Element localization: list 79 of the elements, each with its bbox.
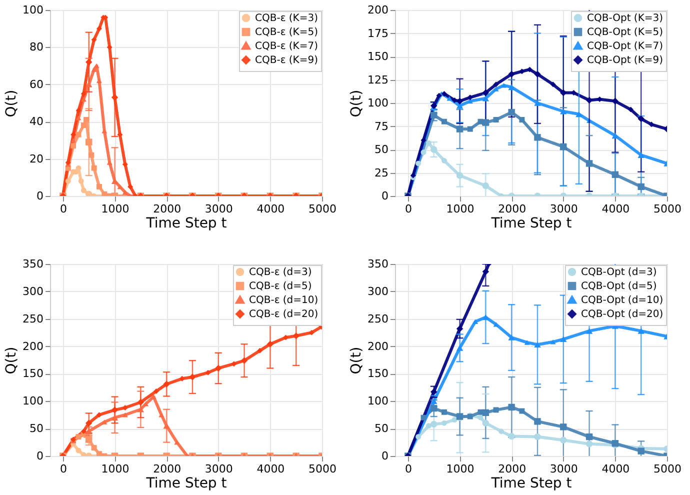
y-tick-label: 175 — [368, 26, 388, 40]
y-tick-label: 300 — [22, 284, 44, 298]
legend-label: CQB-ε (K=9) — [255, 55, 318, 66]
legend-label: CQB-Opt (K=7) — [587, 41, 664, 52]
y-tick-label: 125 — [368, 73, 388, 86]
y-tick-label: 200 — [22, 340, 44, 353]
x-tick-label: 3000 — [204, 202, 233, 216]
x-tick-label: 2000 — [153, 462, 182, 476]
legend-label: CQB-ε (d=20) — [249, 309, 318, 320]
x-axis-title: Time Step t — [145, 216, 228, 232]
x-tick-label: 4000 — [602, 462, 630, 476]
legend-label: CQB-ε (d=5) — [249, 281, 312, 292]
y-tick-label: 0 — [382, 190, 388, 202]
legend-label: CQB-Opt (d=5) — [581, 281, 657, 292]
y-tick-label: 25 — [374, 166, 388, 180]
legend-label: CQB-ε (d=10) — [249, 295, 318, 306]
y-tick-label: 75 — [374, 120, 388, 133]
y-tick-label: 0 — [382, 450, 388, 462]
x-tick-label: 3000 — [550, 202, 578, 216]
y-tick-label: 150 — [22, 367, 44, 380]
x-tick-label: 0 — [60, 202, 67, 216]
y-tick-label: 200 — [368, 4, 388, 16]
x-tick-label: 4000 — [602, 202, 630, 216]
y-tick-label: 100 — [22, 4, 44, 16]
y-tick-label: 250 — [368, 312, 388, 326]
y-tick-label: 50 — [374, 422, 388, 436]
x-tick-label: 5000 — [654, 202, 682, 216]
legend-label: CQB-Opt (d=20) — [581, 309, 664, 320]
x-tick-label: 1000 — [101, 202, 130, 216]
x-tick-label: 3000 — [204, 462, 233, 476]
legend-label: CQB-ε (K=3) — [255, 13, 318, 24]
y-tick-label: 50 — [30, 422, 44, 436]
x-tick-label: 1000 — [446, 202, 474, 216]
x-tick-label: 0 — [404, 202, 412, 216]
y-tick-label: 60 — [30, 78, 44, 91]
x-tick-label: 2000 — [498, 202, 526, 216]
legend-label: CQB-Opt (K=5) — [587, 27, 664, 38]
y-tick-label: 40 — [30, 115, 44, 128]
y-axis-title: Q(t) — [348, 346, 365, 374]
y-tick-label: 200 — [368, 340, 388, 353]
x-tick-label: 5000 — [654, 462, 682, 476]
y-tick-label: 100 — [22, 394, 44, 408]
y-tick-label: 300 — [368, 284, 388, 298]
y-tick-label: 100 — [368, 96, 388, 110]
x-axis-title: Time Step t — [490, 216, 572, 232]
x-tick-label: 0 — [60, 462, 67, 476]
y-tick-label: 80 — [30, 40, 44, 54]
x-tick-label: 2000 — [153, 202, 182, 216]
x-axis-title: Time Step t — [145, 476, 228, 492]
y-tick-label: 350 — [22, 258, 44, 270]
x-tick-label: 1000 — [101, 462, 130, 476]
y-axis-title: Q(t) — [4, 90, 20, 118]
x-axis-title: Time Step t — [490, 476, 572, 492]
y-axis-title: Q(t) — [4, 346, 20, 374]
x-tick-label: 3000 — [550, 462, 578, 476]
x-tick-label: 0 — [404, 462, 412, 476]
y-tick-label: 50 — [374, 143, 388, 156]
legend-label: CQB-Opt (d=3) — [581, 267, 657, 278]
y-axis-title: Q(t) — [348, 90, 365, 118]
legend-label: CQB-ε (d=3) — [249, 267, 312, 278]
legend-label: CQB-Opt (K=3) — [587, 13, 664, 24]
x-tick-label: 2000 — [498, 462, 526, 476]
legend-label: CQB-ε (K=7) — [255, 41, 318, 52]
y-tick-label: 0 — [36, 190, 44, 202]
y-tick-label: 150 — [368, 50, 388, 63]
legend-label: CQB-Opt (d=10) — [581, 295, 664, 306]
x-tick-label: 1000 — [446, 462, 474, 476]
legend-label: CQB-ε (K=5) — [255, 27, 318, 38]
y-tick-label: 150 — [368, 367, 388, 380]
x-tick-label: 4000 — [256, 462, 285, 476]
x-tick-label: 4000 — [256, 202, 285, 216]
x-tick-label: 5000 — [308, 202, 336, 216]
y-tick-label: 100 — [368, 394, 388, 408]
legend-label: CQB-Opt (K=9) — [587, 55, 664, 66]
x-tick-label: 5000 — [308, 462, 336, 476]
y-tick-label: 20 — [30, 152, 44, 166]
y-tick-label: 350 — [368, 258, 388, 270]
y-tick-label: 0 — [36, 450, 44, 462]
y-tick-label: 250 — [22, 312, 44, 326]
